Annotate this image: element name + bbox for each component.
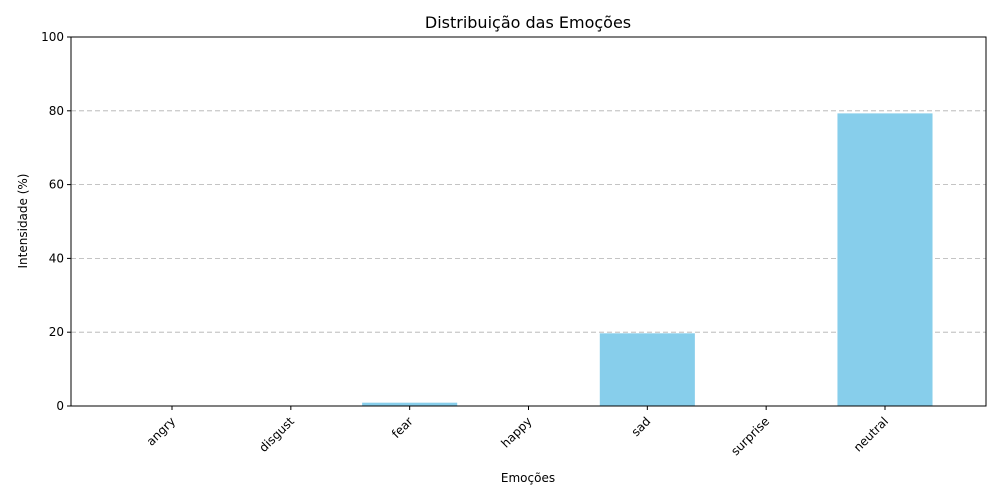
grid-lines: [71, 110, 986, 333]
x-tick-label-sad: sad: [629, 414, 654, 439]
bar-sad: [599, 333, 695, 406]
x-tick-label-surprise: surprise: [728, 414, 772, 458]
chart-title: Distribuição das Emoções: [425, 13, 631, 32]
x-tick-label-angry: angry: [144, 414, 178, 448]
x-tick-label-neutral: neutral: [851, 414, 891, 454]
bar-neutral: [837, 113, 933, 407]
y-tick-label-4: 80: [49, 104, 64, 118]
y-axis-ticks: 0 20 40 60 80 100: [41, 30, 71, 413]
y-tick-label-2: 40: [49, 251, 64, 265]
x-tick-label-disgust: disgust: [256, 414, 297, 455]
x-axis-ticks: angry disgust fear happy sad surprise neutral: [144, 406, 891, 458]
x-axis-label: Emoções: [501, 471, 555, 485]
x-tick-label-happy: happy: [498, 414, 534, 450]
bar-fear: [362, 402, 458, 406]
y-tick-label-1: 20: [49, 325, 64, 339]
bars-group: [362, 113, 933, 407]
y-tick-label-0: 0: [56, 399, 64, 413]
y-axis-label: Intensidade (%): [16, 174, 30, 269]
y-tick-label-3: 60: [49, 178, 64, 192]
y-tick-label-5: 100: [41, 30, 64, 44]
x-tick-label-fear: fear: [389, 414, 416, 441]
